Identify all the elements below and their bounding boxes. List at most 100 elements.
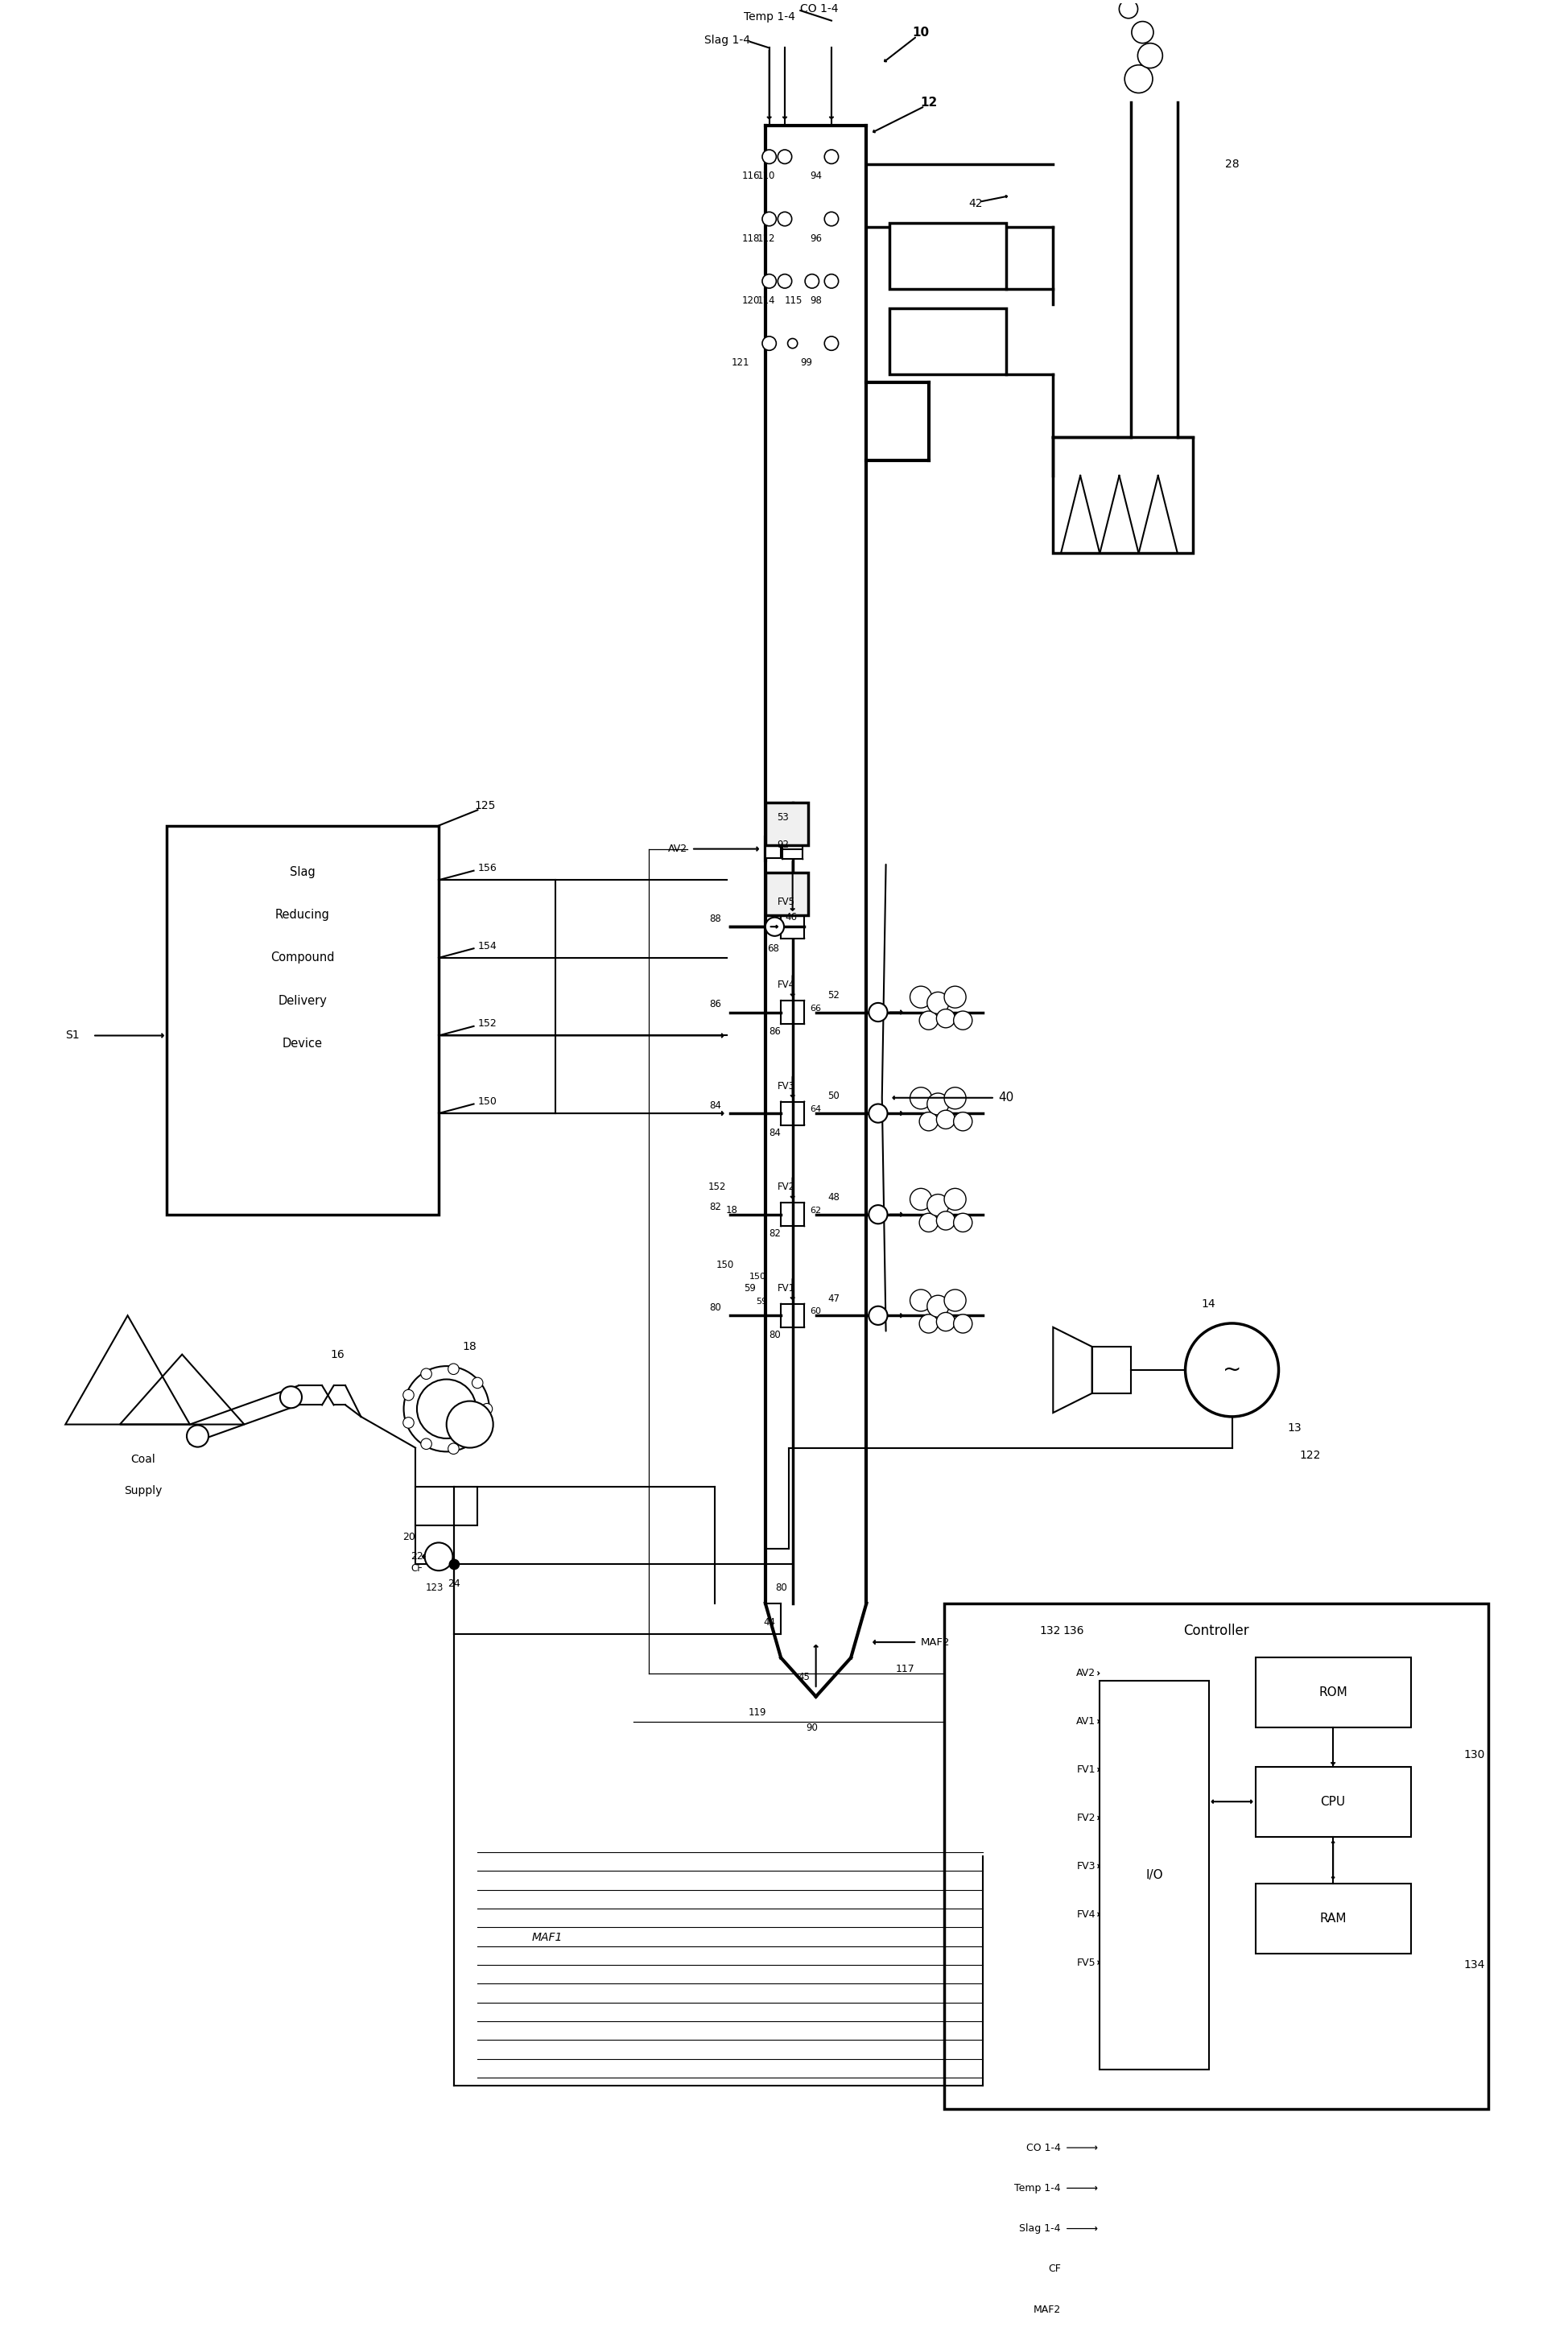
Text: 96: 96 <box>809 234 822 243</box>
Text: 116: 116 <box>742 171 759 183</box>
Circle shape <box>919 1011 938 1030</box>
Circle shape <box>869 1104 887 1123</box>
Text: 82: 82 <box>709 1200 721 1212</box>
Bar <box>781 1303 804 1327</box>
Text: Controller: Controller <box>1182 1624 1248 1638</box>
Circle shape <box>869 1306 887 1324</box>
Circle shape <box>953 1011 972 1030</box>
Text: Slag 1-4: Slag 1-4 <box>704 35 750 47</box>
Circle shape <box>765 917 784 936</box>
Text: ROM: ROM <box>1319 1687 1347 1699</box>
Bar <box>781 1002 804 1025</box>
Text: FV5: FV5 <box>778 896 795 908</box>
Circle shape <box>448 1444 459 1453</box>
Bar <box>1052 438 1193 552</box>
Text: 150: 150 <box>477 1097 497 1107</box>
Text: 112: 112 <box>757 234 775 243</box>
Text: 68: 68 <box>767 943 779 955</box>
Circle shape <box>450 1561 459 1570</box>
Circle shape <box>403 1418 414 1427</box>
Text: Compound: Compound <box>271 952 334 964</box>
Text: 86: 86 <box>768 1027 781 1037</box>
Text: 125: 125 <box>475 800 495 812</box>
Text: 152: 152 <box>709 1182 726 1193</box>
Text: 130: 130 <box>1463 1750 1483 1760</box>
Circle shape <box>909 1289 931 1310</box>
Text: FV3: FV3 <box>1076 1860 1096 1872</box>
Text: Slag: Slag <box>290 866 315 878</box>
Bar <box>889 309 1007 374</box>
Text: 114: 114 <box>757 295 775 307</box>
Text: 40: 40 <box>999 1093 1013 1104</box>
Bar <box>781 1102 804 1126</box>
Text: 82: 82 <box>768 1228 781 1240</box>
Circle shape <box>869 1004 887 1023</box>
Text: 44: 44 <box>762 1617 775 1629</box>
Text: 62: 62 <box>809 1207 820 1214</box>
Circle shape <box>927 1093 949 1114</box>
Circle shape <box>919 1112 938 1130</box>
Text: I/O: I/O <box>1145 1870 1162 1881</box>
Circle shape <box>1137 42 1162 68</box>
Text: FV1: FV1 <box>1076 1764 1096 1776</box>
Circle shape <box>403 1367 489 1451</box>
Text: 52: 52 <box>828 990 839 1002</box>
Text: 59: 59 <box>743 1282 756 1294</box>
Text: 10: 10 <box>913 26 928 37</box>
Circle shape <box>420 1369 431 1378</box>
Bar <box>782 838 803 859</box>
Text: 14: 14 <box>1201 1299 1215 1310</box>
Circle shape <box>927 1193 949 1217</box>
Circle shape <box>936 1212 955 1231</box>
Text: CPU: CPU <box>1320 1795 1345 1806</box>
Text: Supply: Supply <box>124 1486 162 1495</box>
Text: 152: 152 <box>477 1018 497 1030</box>
Text: Temp 1-4: Temp 1-4 <box>743 12 795 23</box>
Text: 122: 122 <box>1298 1451 1320 1460</box>
Circle shape <box>825 213 837 227</box>
Text: 150: 150 <box>750 1273 765 1280</box>
Text: 59: 59 <box>756 1296 767 1306</box>
Circle shape <box>909 1088 931 1109</box>
Circle shape <box>953 1315 972 1334</box>
Text: FV3: FV3 <box>778 1081 795 1090</box>
Circle shape <box>825 337 837 351</box>
Text: 115: 115 <box>784 295 803 307</box>
Bar <box>781 1203 804 1226</box>
Text: Reducing: Reducing <box>274 908 329 922</box>
Text: 12: 12 <box>920 96 936 108</box>
Text: 13: 13 <box>1286 1423 1300 1434</box>
Text: FV5: FV5 <box>1076 1956 1096 1968</box>
Text: 99: 99 <box>800 358 812 367</box>
Circle shape <box>869 1205 887 1224</box>
Circle shape <box>472 1378 483 1388</box>
Text: AV1: AV1 <box>1076 1715 1096 1727</box>
Bar <box>416 1486 477 1526</box>
Text: 80: 80 <box>775 1582 787 1594</box>
Text: 156: 156 <box>477 863 497 873</box>
Text: 90: 90 <box>806 1722 817 1734</box>
Text: 88: 88 <box>709 913 721 924</box>
Text: 48: 48 <box>828 1191 839 1203</box>
Text: S1: S1 <box>66 1030 80 1041</box>
Text: 64: 64 <box>809 1104 820 1114</box>
Circle shape <box>953 1112 972 1130</box>
Text: AV2: AV2 <box>1076 1668 1096 1678</box>
Text: 84: 84 <box>768 1128 781 1137</box>
Circle shape <box>1118 0 1137 19</box>
Circle shape <box>944 1088 966 1109</box>
Text: 45: 45 <box>798 1673 809 1682</box>
Circle shape <box>762 337 776 351</box>
Text: FV4: FV4 <box>778 980 795 990</box>
Text: MAF2: MAF2 <box>920 1638 950 1647</box>
Text: 24: 24 <box>448 1580 461 1589</box>
Text: 20: 20 <box>403 1533 416 1542</box>
Circle shape <box>778 274 792 288</box>
Circle shape <box>425 1542 453 1570</box>
Circle shape <box>944 1289 966 1310</box>
Circle shape <box>778 150 792 164</box>
Circle shape <box>927 992 949 1013</box>
Text: RAM: RAM <box>1319 1912 1345 1923</box>
Circle shape <box>944 985 966 1009</box>
Text: 18: 18 <box>463 1341 477 1353</box>
